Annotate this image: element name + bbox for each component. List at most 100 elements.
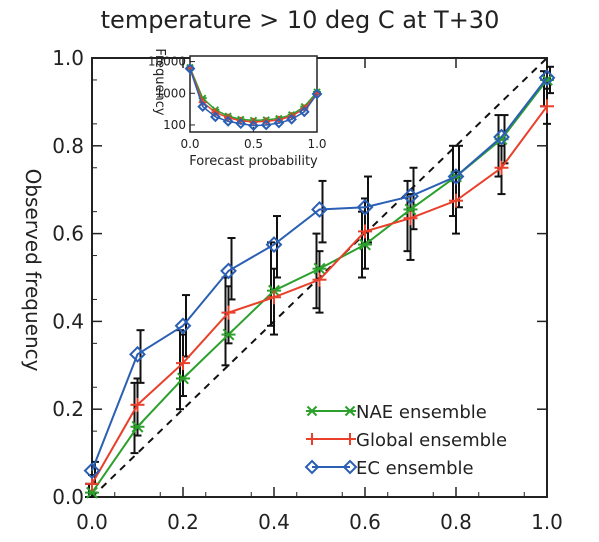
point-ec-ensemble xyxy=(447,168,465,185)
inset-y-tick-label: 10000 xyxy=(148,55,186,69)
legend-marker-global-ensemble xyxy=(344,433,356,445)
inset-point-ec-ensemble-shape xyxy=(235,118,247,130)
chart-title: temperature > 10 deg C at T+30 xyxy=(101,6,500,34)
inset-y-tick-label: 1000 xyxy=(155,86,186,100)
inset-x-tick-label: 0.0 xyxy=(180,137,199,151)
point-nae-ensemble xyxy=(312,262,327,275)
point-ec-ensemble-shape xyxy=(174,317,192,335)
legend-label-nae-ensemble: NAE ensemble xyxy=(356,402,487,423)
point-ec-ensemble-shape xyxy=(265,236,283,253)
inset-x-axis-label: Forecast probability xyxy=(189,154,318,169)
x-tick-label: 0.6 xyxy=(349,510,381,534)
inset-point-ec-ensemble-shape xyxy=(273,117,285,129)
inset-point-ec-ensemble xyxy=(248,120,259,132)
inset-point-ec-ensemble-shape xyxy=(311,88,323,100)
point-nae-ensemble-c xyxy=(86,486,98,499)
legend-marker-global-ensemble xyxy=(306,433,318,445)
point-ec-ensemble xyxy=(174,317,192,335)
inset-point-ec-ensemble xyxy=(311,88,323,100)
point-global-ensemble xyxy=(130,397,145,412)
legend-label-global-ensemble: Global ensemble xyxy=(356,430,507,451)
point-ec-ensemble xyxy=(129,345,146,363)
inset-point-ec-ensemble-shape xyxy=(209,111,221,123)
point-nae-ensemble-c xyxy=(404,203,417,216)
point-global-ensemble xyxy=(403,211,418,226)
inset-point-ec-ensemble-shape xyxy=(184,63,196,75)
point-nae-ensemble xyxy=(221,328,236,341)
point-nae-ensemble xyxy=(85,486,99,499)
point-global-ensemble xyxy=(312,272,327,287)
y-axis-label: Observed frequency xyxy=(21,169,45,372)
inset-point-ec-ensemble xyxy=(184,63,196,75)
inset-point-ec-ensemble xyxy=(209,111,221,123)
point-ec-ensemble xyxy=(493,128,510,146)
point-nae-ensemble xyxy=(176,372,190,385)
inset-point-ec-ensemble-shape xyxy=(222,115,234,127)
point-global-ensemble xyxy=(176,356,190,371)
inset-series-line-ec-ensemble xyxy=(189,68,318,127)
point-ec-ensemble-shape xyxy=(129,345,146,363)
point-global-ensemble xyxy=(221,305,236,320)
point-nae-ensemble-c xyxy=(359,238,371,251)
point-ec-ensemble-shape xyxy=(447,168,465,185)
y-tick-label: 0.0 xyxy=(52,485,84,509)
inset-point-ec-ensemble xyxy=(260,119,272,131)
point-global-ensemble xyxy=(267,290,281,305)
point-nae-ensemble-c xyxy=(177,372,189,385)
inset-point-ec-ensemble xyxy=(222,115,234,127)
y-tick-label: 0.8 xyxy=(52,134,84,158)
point-ec-ensemble-shape xyxy=(356,198,374,216)
y-tick-label: 1.0 xyxy=(52,46,84,70)
inset-point-ec-ensemble-shape xyxy=(197,101,209,113)
point-nae-ensemble xyxy=(403,203,418,216)
inset-y-tick-label: 100 xyxy=(163,118,186,132)
point-nae-ensemble-c xyxy=(495,133,508,146)
point-global-ensemble xyxy=(494,160,509,175)
inset-point-ec-ensemble-shape xyxy=(260,119,272,131)
inset-point-ec-ensemble xyxy=(197,101,209,113)
point-ec-ensemble xyxy=(311,201,328,218)
point-nae-ensemble xyxy=(130,420,145,433)
legend: NAE ensemble Global ensemble EC ensemble xyxy=(304,402,507,479)
legend-marker-nae-ensemble-c xyxy=(344,405,356,417)
y-tick-label: 0.6 xyxy=(52,222,84,246)
point-ec-ensemble-shape xyxy=(402,187,419,205)
x-tick-label: 0.4 xyxy=(258,510,290,534)
point-global-ensemble xyxy=(85,476,99,491)
inset-x-tick-label: 0.5 xyxy=(244,137,263,151)
inset-x-tick-label: 1.0 xyxy=(307,137,326,151)
legend-marker-nae-ensemble xyxy=(306,405,318,417)
point-nae-ensemble-c xyxy=(222,328,235,341)
legend-marker-ec-ensemble xyxy=(342,459,358,475)
point-global-ensemble xyxy=(540,99,554,114)
inset-y-axis-label: Frequency xyxy=(152,48,167,115)
point-ec-ensemble-shape xyxy=(493,128,510,146)
main-plot-area: 0.0 0.2 0.4 0.6 0.8 1.0 0.0 0.2 0.4 0.6 0.8 1.0 xyxy=(52,46,563,534)
inset-point-ec-ensemble xyxy=(273,117,285,129)
legend-label-ec-ensemble: EC ensemble xyxy=(356,458,474,479)
point-ec-ensemble-shape xyxy=(311,201,328,218)
legend-marker-ec-ensemble-shape xyxy=(304,459,320,475)
legend-marker-nae-ensemble-c xyxy=(306,405,318,417)
inset-point-ec-ensemble xyxy=(235,118,247,130)
x-tick-label: 0.8 xyxy=(440,510,472,534)
x-tick-label: 1.0 xyxy=(531,510,563,534)
point-global-ensemble xyxy=(358,224,372,239)
point-nae-ensemble xyxy=(358,238,372,251)
point-global-ensemble xyxy=(449,193,463,208)
inset-point-ec-ensemble-shape xyxy=(248,120,259,132)
series-line-ec-ensemble xyxy=(91,77,548,472)
inset-point-ec-ensemble-shape xyxy=(298,106,310,118)
inset-point-ec-ensemble xyxy=(286,113,298,125)
x-tick-label: 0.0 xyxy=(76,510,108,534)
legend-marker-ec-ensemble xyxy=(304,459,320,475)
point-ec-ensemble xyxy=(538,69,556,87)
inset-histogram-plot: 0.0 0.5 1.0 100 1000 10000 Forecast probabilit… xyxy=(148,48,327,169)
y-tick-label: 0.4 xyxy=(52,309,84,333)
point-ec-ensemble xyxy=(356,198,374,216)
x-tick-label: 0.2 xyxy=(167,510,199,534)
inset-point-ec-ensemble xyxy=(298,106,310,118)
point-nae-ensemble-c xyxy=(313,262,326,275)
point-ec-ensemble xyxy=(83,462,101,480)
